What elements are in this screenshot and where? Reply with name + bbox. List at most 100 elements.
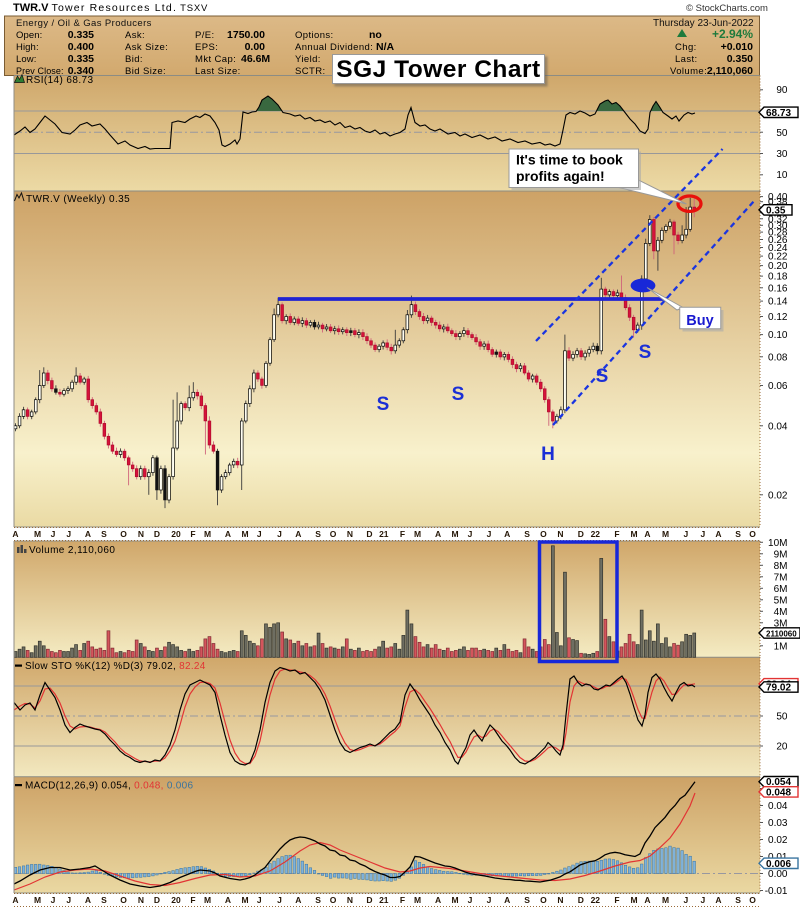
svg-text:O: O	[540, 895, 547, 905]
svg-text:F: F	[614, 895, 619, 905]
svg-text:0.03: 0.03	[768, 818, 788, 829]
svg-text:F: F	[190, 895, 195, 905]
svg-text:A: A	[225, 895, 231, 905]
svg-text:0.04: 0.04	[768, 801, 788, 812]
svg-text:RSI(14) 68.73: RSI(14) 68.73	[26, 75, 93, 86]
svg-text:M: M	[630, 529, 637, 539]
svg-text:J: J	[257, 895, 262, 905]
svg-text:A: A	[225, 529, 231, 539]
svg-text:0.18: 0.18	[768, 272, 788, 283]
svg-text:M: M	[204, 529, 211, 539]
svg-text:20: 20	[171, 895, 181, 905]
svg-text:6M: 6M	[774, 584, 788, 595]
svg-text:21: 21	[379, 895, 389, 905]
svg-text:0.006: 0.006	[766, 859, 791, 870]
svg-text:N: N	[138, 529, 144, 539]
svg-text:0.048: 0.048	[766, 787, 791, 798]
svg-text:J: J	[684, 895, 689, 905]
svg-text:M: M	[34, 529, 41, 539]
svg-text:0.08: 0.08	[768, 352, 788, 363]
svg-text:0.35: 0.35	[766, 205, 786, 216]
svg-text:J: J	[468, 529, 473, 539]
svg-text:0.24: 0.24	[768, 243, 788, 254]
svg-text:J: J	[51, 895, 56, 905]
svg-text:50: 50	[776, 712, 788, 723]
svg-text:M: M	[662, 529, 669, 539]
svg-text:0.054: 0.054	[766, 777, 791, 788]
svg-text:Buy: Buy	[686, 313, 713, 329]
svg-text:M: M	[414, 895, 421, 905]
svg-text:J: J	[51, 529, 56, 539]
svg-text:0.26: 0.26	[768, 235, 788, 246]
svg-text:A: A	[12, 895, 18, 905]
svg-text:J: J	[684, 529, 689, 539]
svg-text:A: A	[85, 895, 91, 905]
svg-text:J: J	[487, 529, 492, 539]
svg-text:O: O	[120, 895, 127, 905]
svg-text:0.28: 0.28	[768, 228, 788, 239]
svg-text:M: M	[414, 529, 421, 539]
svg-text:S: S	[735, 529, 741, 539]
svg-text:D: D	[154, 895, 160, 905]
svg-text:0.02: 0.02	[768, 490, 788, 501]
svg-text:S: S	[524, 895, 530, 905]
svg-text:J: J	[701, 529, 706, 539]
svg-text:0.06: 0.06	[768, 381, 788, 392]
svg-text:0.00: 0.00	[768, 869, 788, 880]
svg-text:A: A	[295, 529, 301, 539]
svg-text:O: O	[330, 895, 337, 905]
svg-text:21: 21	[379, 529, 389, 539]
svg-text:3M: 3M	[774, 618, 788, 629]
svg-text:M: M	[241, 529, 248, 539]
svg-text:0.10: 0.10	[768, 330, 788, 341]
svg-text:A: A	[435, 529, 441, 539]
svg-text:M: M	[451, 529, 458, 539]
svg-text:0.12: 0.12	[768, 312, 788, 323]
svg-text:M: M	[451, 895, 458, 905]
svg-text:S: S	[596, 366, 609, 387]
svg-text:D: D	[578, 895, 584, 905]
svg-text:A: A	[12, 529, 18, 539]
svg-text:N: N	[347, 529, 353, 539]
svg-text:A: A	[504, 895, 510, 905]
svg-text:0.40: 0.40	[768, 192, 788, 203]
svg-text:90: 90	[776, 85, 788, 96]
svg-text:S: S	[101, 895, 107, 905]
svg-text:Volume 2,110,060: Volume 2,110,060	[29, 545, 115, 556]
svg-text:0.38: 0.38	[768, 197, 788, 208]
svg-text:J: J	[468, 895, 473, 905]
svg-text:S: S	[452, 384, 465, 405]
svg-text:N: N	[557, 529, 563, 539]
svg-text:A: A	[644, 529, 650, 539]
svg-text:N: N	[557, 895, 563, 905]
svg-text:F: F	[190, 529, 195, 539]
svg-text:M: M	[34, 895, 41, 905]
svg-text:It's time to book: It's time to book	[516, 152, 623, 168]
svg-text:22: 22	[591, 529, 601, 539]
svg-text:TWR.V (Weekly) 0.35: TWR.V (Weekly) 0.35	[26, 194, 130, 205]
svg-text:D: D	[578, 529, 584, 539]
svg-text:2110060: 2110060	[766, 630, 797, 639]
svg-text:A: A	[644, 895, 650, 905]
svg-text:-0.01: -0.01	[765, 886, 788, 897]
svg-text:S: S	[524, 529, 530, 539]
svg-text:0.04: 0.04	[768, 421, 788, 432]
svg-text:Slow STO %K(12) %D(3) 79.02, 8: Slow STO %K(12) %D(3) 79.02, 82.24	[25, 661, 206, 672]
svg-text:O: O	[540, 529, 547, 539]
svg-text:H: H	[541, 444, 555, 465]
svg-text:S: S	[315, 895, 321, 905]
svg-text:J: J	[66, 895, 71, 905]
svg-text:D: D	[366, 529, 372, 539]
svg-text:0.20: 0.20	[768, 261, 788, 272]
svg-text:20: 20	[171, 529, 181, 539]
svg-text:4M: 4M	[774, 607, 788, 618]
svg-text:30: 30	[776, 149, 788, 160]
svg-text:MACD(12,26,9) 0.054, 0.048, 0.: MACD(12,26,9) 0.054, 0.048, 0.006	[25, 781, 194, 792]
svg-text:F: F	[400, 529, 405, 539]
svg-text:79.02: 79.02	[766, 683, 791, 694]
svg-text:O: O	[749, 529, 756, 539]
svg-text:D: D	[154, 529, 160, 539]
svg-text:A: A	[715, 529, 721, 539]
svg-text:0.16: 0.16	[768, 283, 788, 294]
svg-text:D: D	[366, 895, 372, 905]
